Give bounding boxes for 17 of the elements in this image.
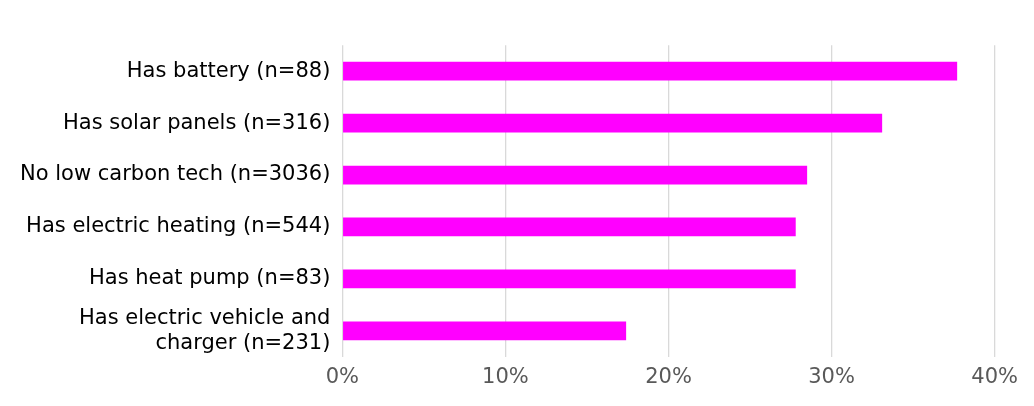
y-tick-label: Has electric vehicle and charger (n=231)	[78, 304, 331, 354]
bar	[343, 61, 958, 81]
x-tick-label: 30%	[808, 363, 855, 388]
y-tick-label: Has electric heating (n=544)	[26, 213, 331, 238]
x-tick-label: 10%	[482, 363, 529, 388]
y-tick-label: Has solar panels (n=316)	[63, 109, 331, 134]
bar	[343, 165, 808, 185]
bar	[343, 321, 627, 341]
x-tick-label: 0%	[325, 363, 360, 388]
y-tick-label: No low carbon tech (n=3036)	[19, 161, 331, 186]
bar	[343, 113, 883, 133]
x-tick-label: 20%	[645, 363, 692, 388]
x-tick-label: 40%	[971, 363, 1019, 388]
y-tick-label: Has heat pump (n=83)	[88, 265, 331, 290]
bar	[343, 269, 796, 289]
y-tick-label: Has battery (n=88)	[126, 57, 331, 82]
bar	[343, 217, 796, 237]
